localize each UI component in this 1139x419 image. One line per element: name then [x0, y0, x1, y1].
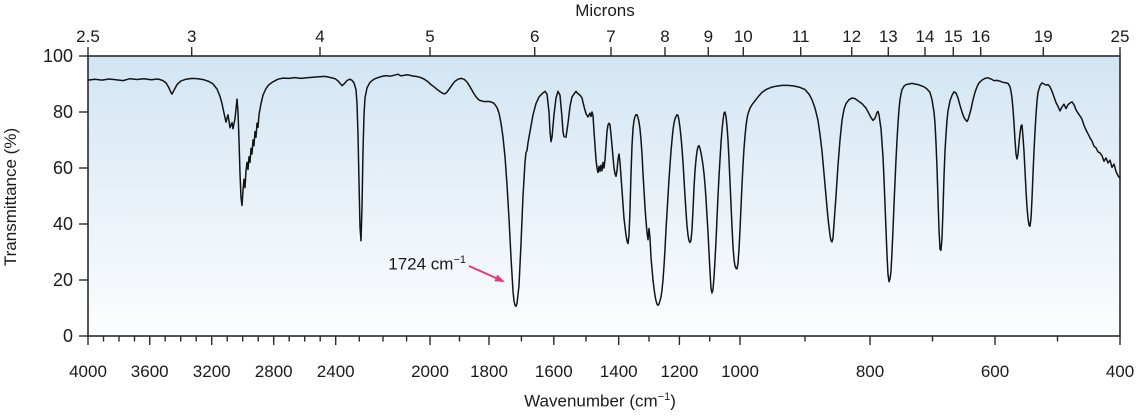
microns-axis-tick-label: 14	[916, 27, 935, 46]
spectrum-curve	[87, 73, 1121, 308]
y-axis-tick-label: 100	[43, 46, 73, 66]
annotation-arrow-head	[494, 274, 505, 282]
x-axis-tick-label: 1800	[470, 362, 508, 381]
microns-axis-tick-label: 9	[704, 27, 713, 46]
peak-annotation-superscript: −1	[453, 254, 466, 266]
peak-annotation-text: 1724 cm	[388, 254, 454, 274]
x-axis-tick-label: 2000	[411, 362, 449, 381]
y-axis-tick-label: 40	[53, 214, 73, 234]
microns-axis-tick-label: 6	[530, 27, 539, 46]
microns-axis-tick-label: 8	[660, 27, 669, 46]
y-axis-tick-label: 0	[63, 326, 73, 346]
x-axis-tick-label: 2400	[317, 362, 355, 381]
microns-axis-tick-label: 3	[187, 27, 196, 46]
microns-axis-tick-label: 16	[971, 27, 990, 46]
x-axis-title-close: )	[670, 391, 676, 411]
microns-axis-tick-label: 25	[1111, 27, 1130, 46]
x-axis-title-superscript: −1	[657, 391, 671, 403]
y-axis-tick-label: 80	[53, 102, 73, 122]
x-axis-tick-label: 4000	[69, 362, 107, 381]
x-axis-tick-label: 1600	[535, 362, 573, 381]
peak-annotation-label: 1724 cm−1	[280, 254, 466, 275]
x-axis-tick-label: 400	[1106, 362, 1134, 381]
x-axis-tick-label: 600	[981, 362, 1009, 381]
microns-axis-tick-label: 7	[606, 27, 615, 46]
y-axis-title: Transmittance (%)	[1, 127, 20, 267]
x-axis-tick-label: 1400	[600, 362, 638, 381]
x-axis-tick-label: 2800	[255, 362, 293, 381]
x-axis-title-text: Wavenumber (cm	[524, 391, 658, 411]
x-axis-tick-label: 3200	[193, 362, 231, 381]
microns-axis-tick-label: 2.5	[76, 27, 100, 46]
microns-axis-tick-label: 19	[1034, 27, 1053, 46]
microns-axis-tick-label: 13	[879, 27, 898, 46]
microns-axis-tick-label: 4	[315, 27, 324, 46]
top-axis-title: Microns	[575, 1, 635, 20]
plot-background	[88, 56, 1120, 336]
microns-axis-tick-label: 10	[734, 27, 753, 46]
x-axis-title: Wavenumber (cm−1)	[450, 391, 750, 412]
microns-axis-tick-label: 15	[944, 27, 963, 46]
y-axis-tick-label: 60	[53, 158, 73, 178]
x-axis-tick-label: 1200	[660, 362, 698, 381]
microns-axis-tick-label: 5	[425, 27, 434, 46]
x-axis-tick-label: 3600	[131, 362, 169, 381]
plot-frame	[87, 55, 1121, 337]
microns-axis-tick-label: 11	[792, 27, 810, 46]
microns-axis-tick-label: 12	[842, 27, 861, 46]
x-axis-tick-label: 1000	[721, 362, 759, 381]
annotation-arrow-shaft	[468, 265, 499, 280]
x-axis-tick-label: 800	[856, 362, 884, 381]
y-axis-tick-label: 20	[53, 270, 73, 290]
